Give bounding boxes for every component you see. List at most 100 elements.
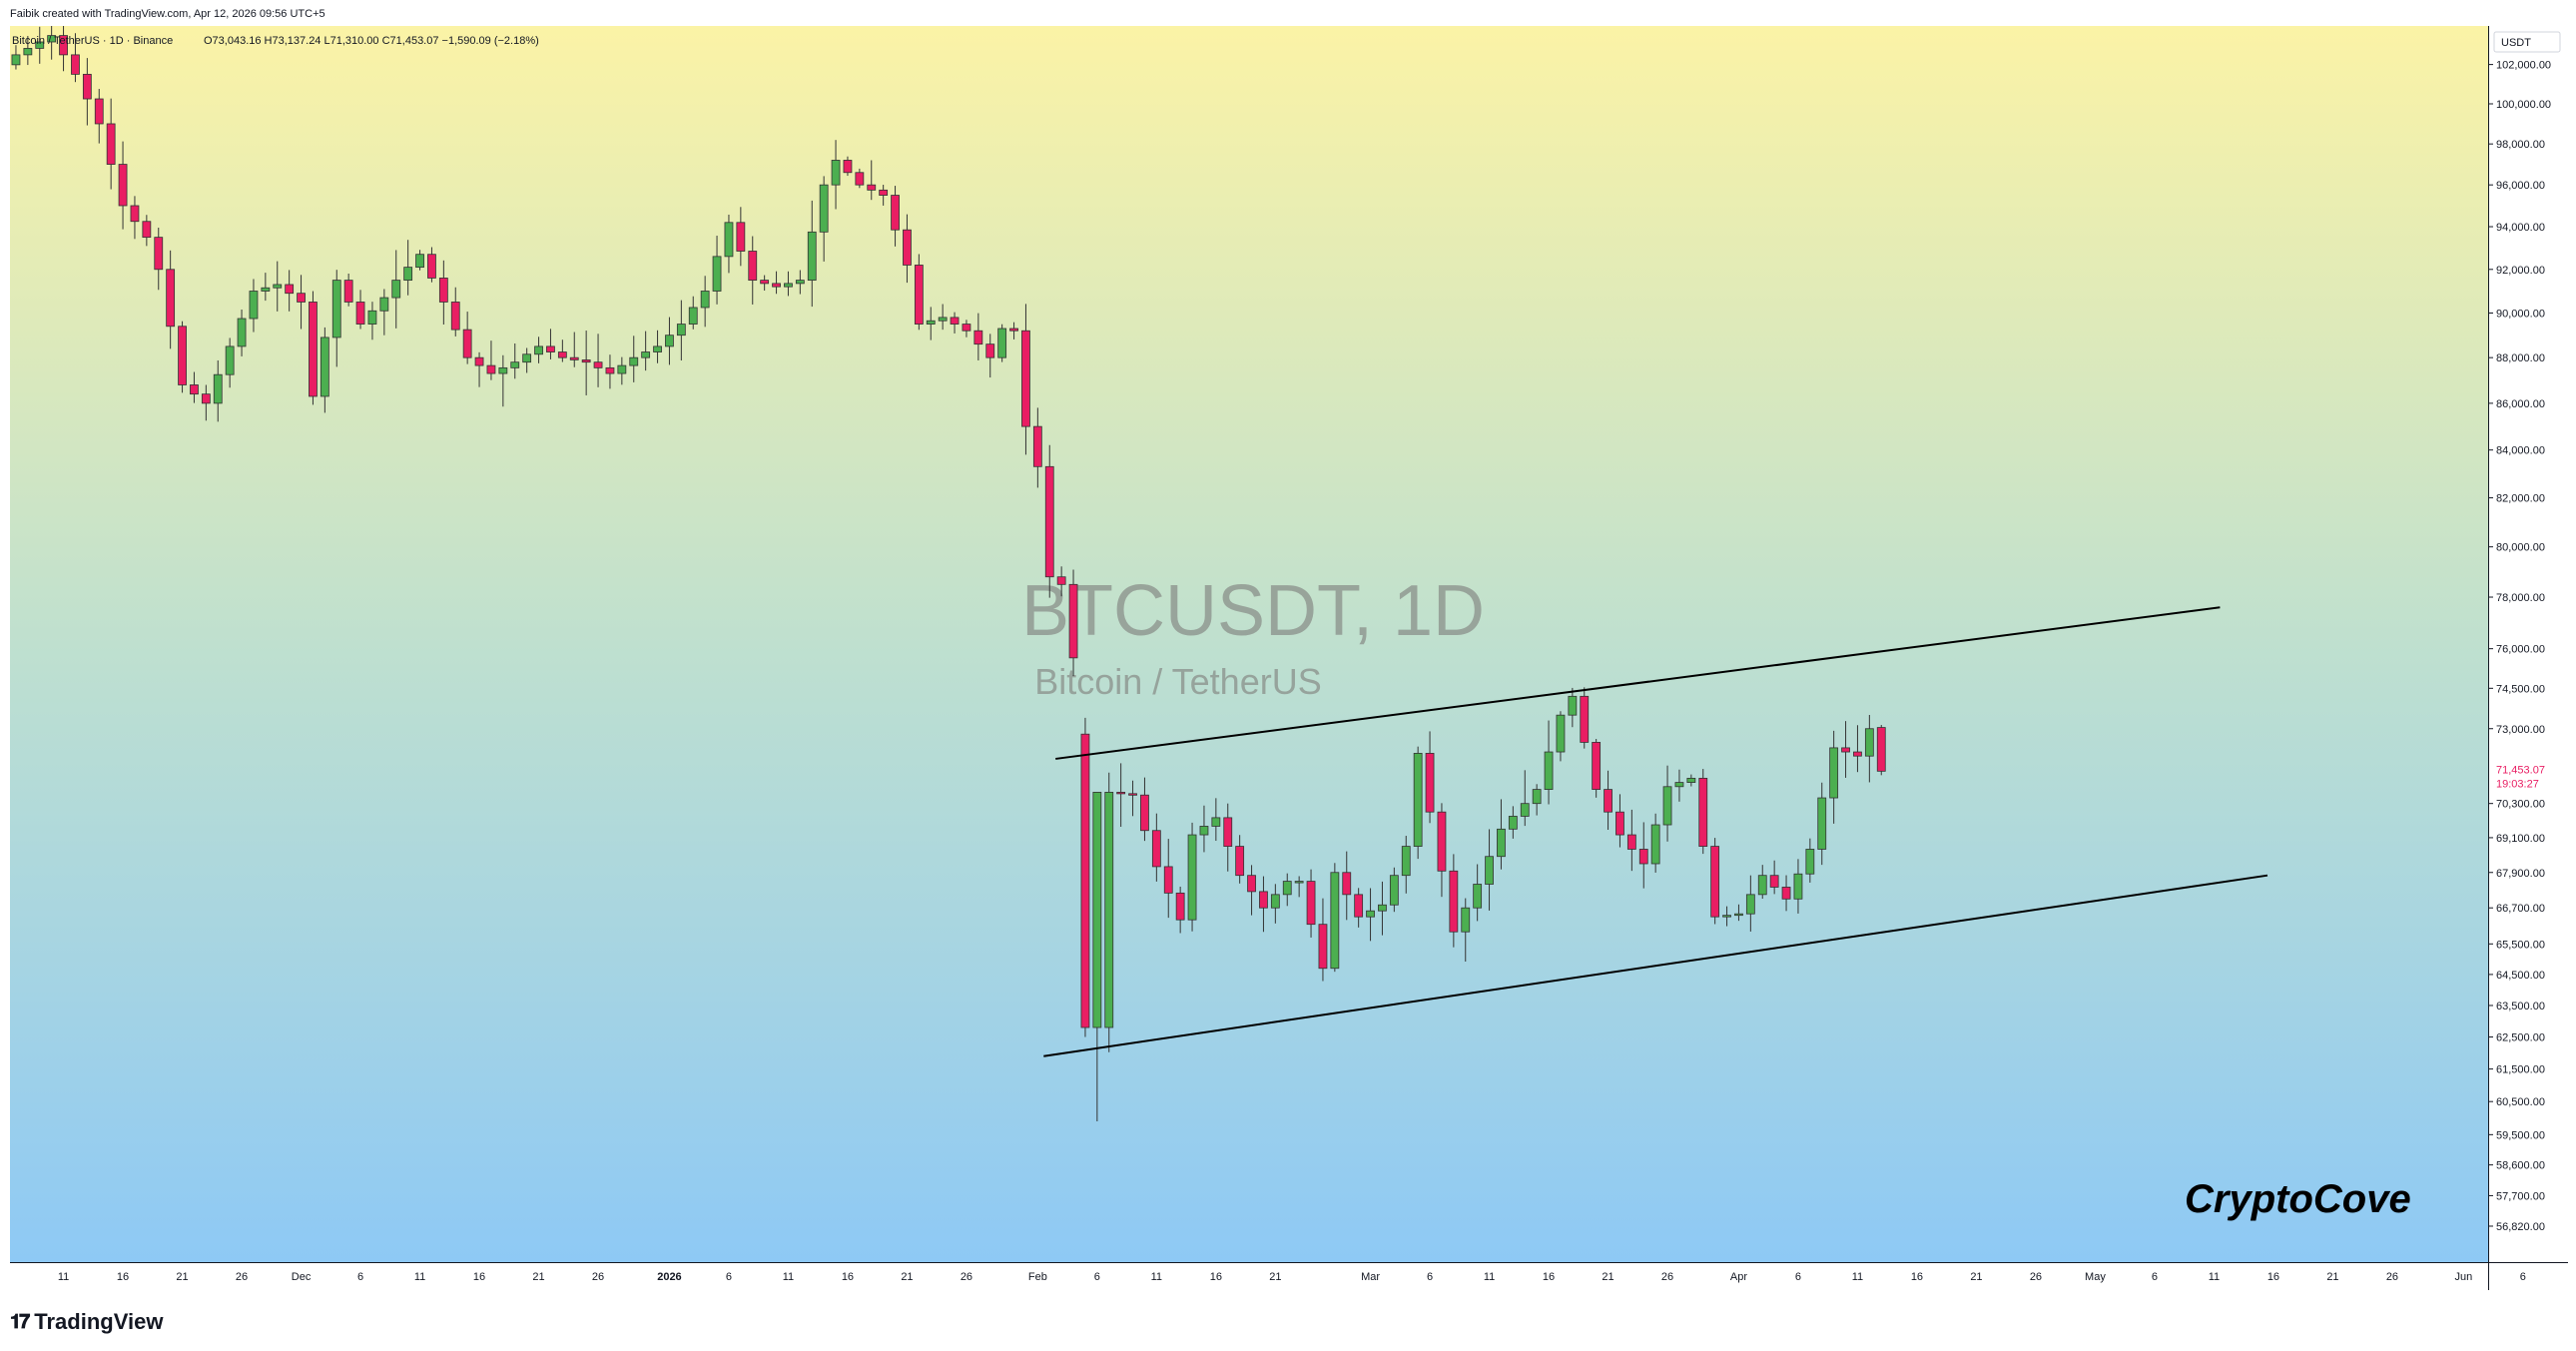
time-tick-label: 6 <box>1094 1271 1100 1283</box>
chart[interactable]: BTCUSDT, 1D Bitcoin / TetherUS 102,000.0… <box>10 26 2568 1290</box>
price-tick-label: 73,000.00 <box>2496 724 2545 736</box>
candle-down <box>1876 727 1886 772</box>
candle-down <box>427 254 436 279</box>
candle-down <box>1056 576 1066 585</box>
candle-up <box>784 283 793 288</box>
candle-up <box>379 297 389 312</box>
candle-down <box>343 280 353 303</box>
candle-down <box>1140 794 1149 832</box>
tradingview-logo[interactable]: 𝟏𝟕 TradingView <box>10 1309 163 1335</box>
candle-down <box>1425 753 1435 813</box>
price-tick-label: 90,000.00 <box>2496 308 2545 320</box>
time-tick-label: 11 <box>1151 1271 1162 1283</box>
time-tick-label: 6 <box>1427 1271 1433 1283</box>
candle-down <box>546 345 555 352</box>
candle-up <box>712 256 722 292</box>
last-price-value: 71,453.07 <box>2496 764 2545 776</box>
candle-down <box>1698 777 1708 847</box>
currency-badge-box <box>2493 31 2561 53</box>
candle-up <box>1282 881 1292 896</box>
time-axis[interactable]: 11 16 21 26 Dec 6 11 16 21 26 2026 6 11 16 21 26 Feb 6 11 1… <box>58 1271 2526 1283</box>
tradingview-mark-icon: 𝟏𝟕 <box>10 1310 30 1333</box>
candle-up <box>1544 751 1554 790</box>
candle-down <box>1235 846 1245 877</box>
candle-down <box>1068 583 1078 659</box>
time-tick-label: 21 <box>1269 1271 1281 1283</box>
channel-lower <box>1043 874 2268 1057</box>
time-tick-label: 26 <box>961 1271 972 1283</box>
candle-down <box>891 195 900 231</box>
time-tick-label: 11 <box>783 1271 794 1283</box>
price-tick-label: 78,000.00 <box>2496 592 2545 604</box>
time-tick-label: 26 <box>236 1271 248 1283</box>
candle-down <box>1437 811 1447 872</box>
price-axis[interactable]: 102,000.00 100,000.00 98,000.00 96,000.00 94… <box>2488 60 2551 1233</box>
candle-down <box>285 284 295 295</box>
time-tick-label: 21 <box>2326 1271 2338 1283</box>
candle-up <box>1805 849 1815 875</box>
time-tick-label: 11 <box>1852 1271 1863 1283</box>
tradingview-logo-text: TradingView <box>34 1309 164 1334</box>
candle-down <box>82 73 92 100</box>
price-tick-label: 62,500.00 <box>2496 1032 2545 1044</box>
candle-up <box>688 307 698 325</box>
candle-down <box>1259 891 1268 909</box>
candle-up <box>498 366 508 374</box>
candle-up <box>331 280 341 338</box>
candle-up <box>213 373 223 404</box>
candle-up <box>700 291 710 309</box>
time-tick-label: Feb <box>1028 1271 1047 1283</box>
currency-badge[interactable]: USDT <box>2493 31 2561 53</box>
candle-down <box>748 251 758 282</box>
candle-up <box>938 317 948 322</box>
candle-down <box>178 326 187 385</box>
candle-up <box>403 267 413 282</box>
candle-up <box>1568 695 1578 716</box>
candle-up <box>1520 803 1530 817</box>
time-tick-label: 21 <box>532 1271 544 1283</box>
candle-down <box>166 269 176 328</box>
candle-up <box>534 345 543 355</box>
time-tick-label: Apr <box>1730 1271 1747 1283</box>
time-tick-label: Dec <box>292 1271 312 1283</box>
price-tick-label: 63,500.00 <box>2496 1001 2545 1013</box>
price-tick-label: 64,500.00 <box>2496 970 2545 982</box>
candle-down <box>950 317 960 325</box>
candle-down <box>736 222 746 252</box>
candle-down <box>1116 792 1126 795</box>
candle-up <box>1485 856 1494 885</box>
candle-down <box>1175 892 1185 921</box>
candle-down <box>462 329 472 358</box>
time-axis-background <box>10 1262 2488 1290</box>
candle-up <box>1532 789 1542 805</box>
price-tick-label: 58,600.00 <box>2496 1160 2545 1172</box>
price-tick-label: 92,000.00 <box>2496 265 2545 277</box>
candle-up <box>320 337 329 397</box>
candle-up <box>273 284 283 289</box>
candle-down <box>438 278 448 303</box>
candle-down <box>1128 793 1137 796</box>
last-price-countdown: 19:03:27 <box>2496 778 2539 790</box>
candle-down <box>130 205 140 223</box>
time-tick-label: 26 <box>592 1271 604 1283</box>
candle-up <box>1211 817 1221 827</box>
candle-down <box>605 366 615 374</box>
price-tick-label: 60,500.00 <box>2496 1096 2545 1108</box>
candle-down <box>973 330 983 345</box>
candle-down <box>201 393 211 404</box>
candle-down <box>1449 870 1459 933</box>
price-tick-label: 67,900.00 <box>2496 868 2545 880</box>
candle-up <box>249 291 259 320</box>
candle-down <box>855 172 865 186</box>
chart-svg[interactable]: BTCUSDT, 1D Bitcoin / TetherUS 102,000.0… <box>10 26 2568 1290</box>
candle-down <box>1163 866 1173 894</box>
time-tick-label: Mar <box>1361 1271 1380 1283</box>
price-tick-label: 94,000.00 <box>2496 222 2545 234</box>
candle-down <box>1580 695 1590 743</box>
candle-down <box>1080 733 1090 1028</box>
candle-down <box>142 221 152 239</box>
candle-up <box>997 328 1007 358</box>
price-tick-label: 100,000.00 <box>2496 99 2551 111</box>
candle-down <box>71 54 80 75</box>
candle-down <box>581 359 591 363</box>
